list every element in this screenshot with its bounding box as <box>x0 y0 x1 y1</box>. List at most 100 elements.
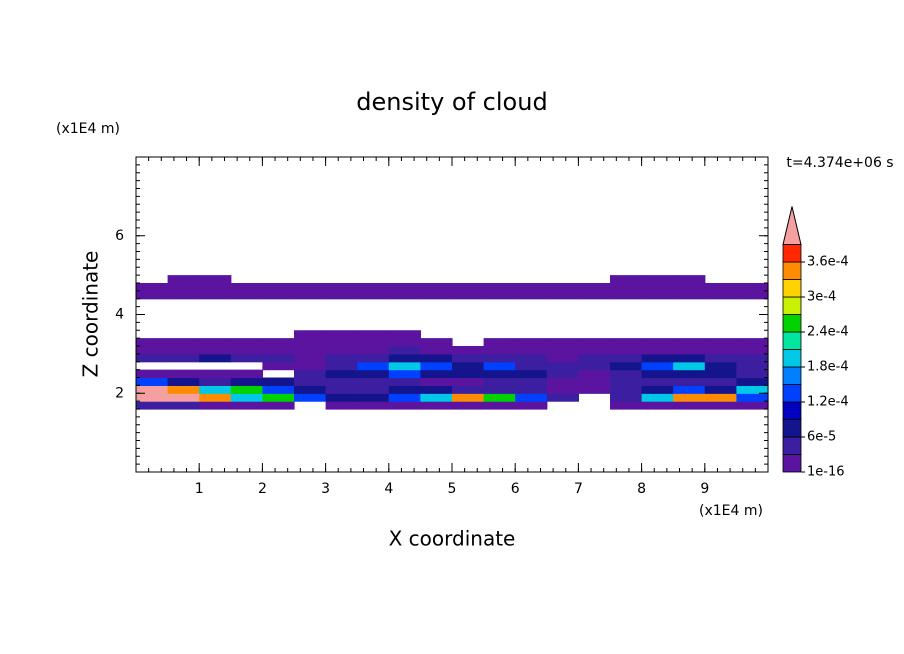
axes: 1 2 3 4 5 6 7 8 9 2 4 6 <box>115 156 769 497</box>
colorbar-band <box>782 384 802 403</box>
contour-cell <box>357 338 390 347</box>
plot-frame <box>135 156 769 473</box>
contour-cell <box>483 393 516 402</box>
contour-cell <box>388 393 421 402</box>
contour-cell <box>167 275 200 284</box>
contour-cell <box>420 290 453 300</box>
contour-cell <box>357 361 390 371</box>
x-tick-label: 9 <box>700 481 709 497</box>
contour-cell <box>673 361 706 371</box>
contour-cell <box>641 401 674 410</box>
contour-cell <box>199 346 232 355</box>
contour-cell <box>230 393 263 402</box>
contour-cell <box>736 338 769 347</box>
contour-cell <box>452 290 485 300</box>
contour-cell <box>357 377 390 386</box>
contour-cell <box>736 401 769 410</box>
contour-cell <box>704 290 737 300</box>
contour-cell <box>420 283 453 292</box>
contour-cell <box>294 353 327 363</box>
contour-cell <box>388 353 421 363</box>
contour-cell <box>610 353 643 363</box>
contour-cell <box>546 361 579 371</box>
contour-cell <box>736 346 769 355</box>
contour-cell <box>230 290 263 300</box>
contour-cell <box>357 369 390 379</box>
contour-cell <box>704 361 737 371</box>
colorbar-band <box>782 296 802 315</box>
contour-cell <box>704 338 737 347</box>
contour-cell <box>420 346 453 355</box>
contour-cell <box>420 401 453 410</box>
contour-cell <box>199 401 232 410</box>
contour-cell <box>325 346 358 355</box>
contour-cell <box>736 283 769 292</box>
contour-cell <box>294 330 327 339</box>
contour-cell <box>641 393 674 402</box>
x-unit: (x1E4 m) <box>699 503 763 519</box>
contour-cell <box>610 393 643 402</box>
contour-cell <box>546 346 579 355</box>
contour-cell <box>578 369 611 379</box>
contour-cell <box>294 377 327 386</box>
contour-cell <box>167 393 200 402</box>
contour-cell <box>262 377 295 386</box>
contour-cell <box>167 377 200 386</box>
contour-cell <box>483 369 516 379</box>
contour-cell <box>641 338 674 347</box>
contour-cell <box>420 353 453 363</box>
contour-cell <box>262 346 295 355</box>
contour-cell <box>136 369 169 379</box>
contour-cell <box>515 346 548 355</box>
contour-cell <box>704 353 737 363</box>
contour-cell <box>230 401 263 410</box>
contour-cell <box>546 369 579 379</box>
contour-cell <box>641 275 674 284</box>
contour-cell <box>610 346 643 355</box>
contour-cell <box>704 369 737 379</box>
contour-cell <box>736 377 769 386</box>
contour-cell <box>483 290 516 300</box>
contour-cell <box>578 338 611 347</box>
colorbar-band <box>782 244 802 263</box>
contour-cell <box>230 385 263 394</box>
contour-cell <box>736 393 769 402</box>
contour-cell <box>673 377 706 386</box>
contour-cell <box>325 330 358 339</box>
contour-cell <box>262 393 295 402</box>
contour-cell <box>515 338 548 347</box>
contour-cell <box>578 346 611 355</box>
contour-cell <box>357 393 390 402</box>
contour-cell <box>641 353 674 363</box>
contour-cell <box>388 346 421 355</box>
contour-cell <box>736 369 769 379</box>
contour-cell <box>325 338 358 347</box>
contour-cell <box>420 361 453 371</box>
contour-cell <box>388 290 421 300</box>
contour-cell <box>546 353 579 363</box>
x-tick-label: 5 <box>448 481 457 497</box>
contour-cell <box>388 338 421 347</box>
contour-cell <box>199 393 232 402</box>
contour-cell <box>325 401 358 410</box>
contour-cell <box>199 338 232 347</box>
contour-cell <box>483 283 516 292</box>
contour-cell <box>610 369 643 379</box>
contour-cell <box>420 377 453 386</box>
contour-cell <box>357 330 390 339</box>
contour-cell <box>546 385 579 394</box>
contour-cell <box>610 275 643 284</box>
contour-cell <box>515 369 548 379</box>
contour-cell <box>230 353 263 363</box>
contour-cell <box>578 385 611 394</box>
contour-cell <box>483 377 516 386</box>
contour-cell <box>673 346 706 355</box>
contour-cell <box>230 338 263 347</box>
contour-cell <box>357 283 390 292</box>
contour-cell <box>704 377 737 386</box>
colorbar-overflow <box>782 206 802 245</box>
contour-cell <box>136 377 169 386</box>
contour-cell <box>262 338 295 347</box>
colorbar-tick-label: 1.2e-4 <box>807 395 849 410</box>
